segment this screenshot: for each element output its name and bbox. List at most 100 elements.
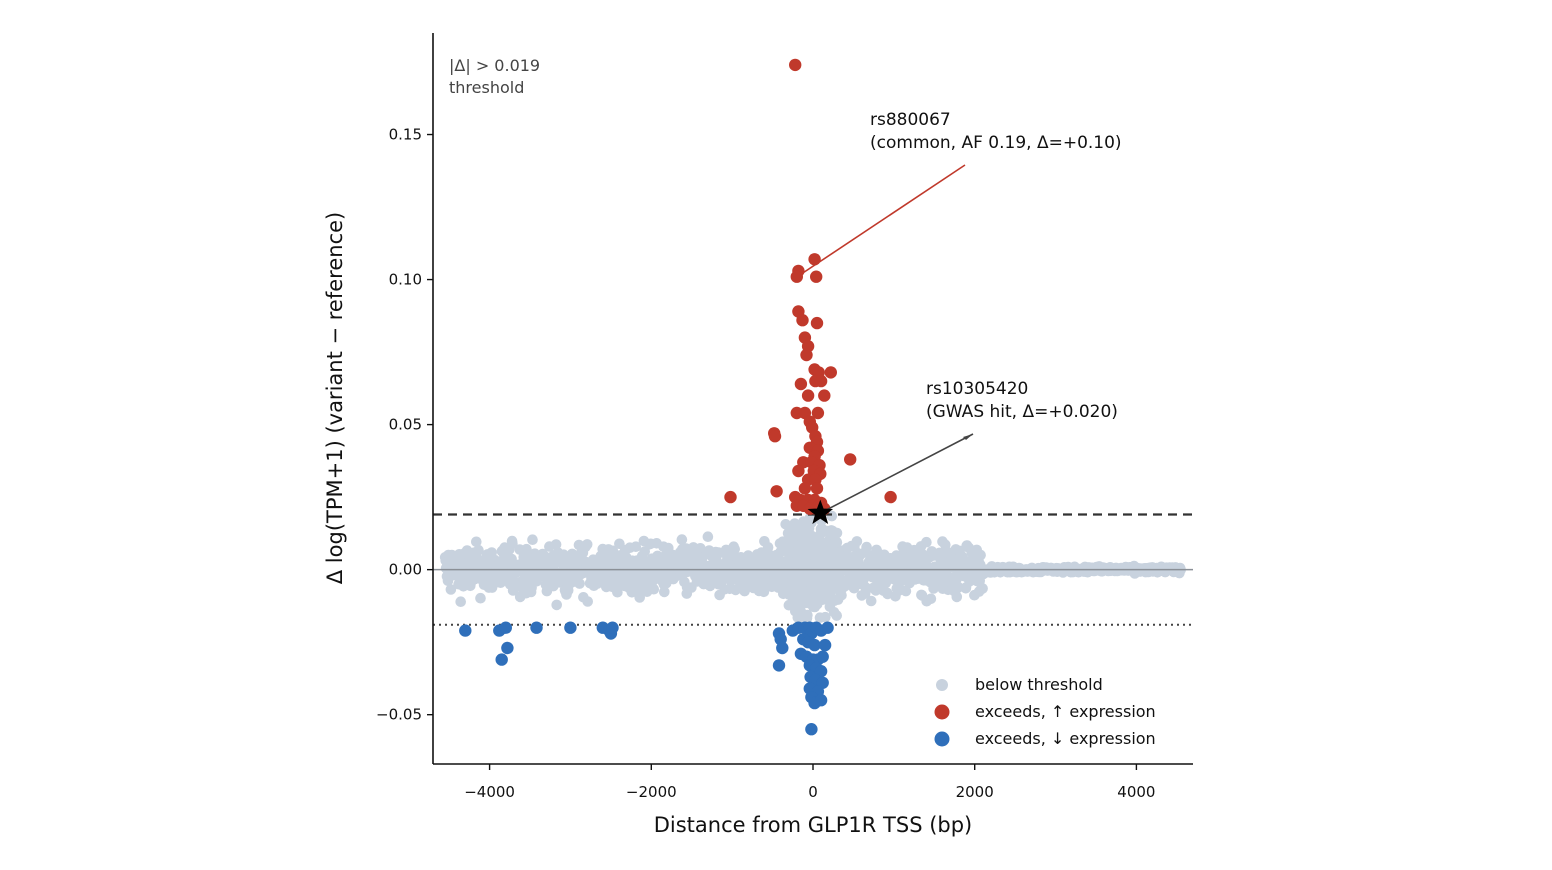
- below-threshold-point: [729, 543, 740, 555]
- below-threshold-point: [831, 527, 843, 539]
- x-tick-label: 4000: [1117, 783, 1155, 801]
- annotations: [801, 164, 974, 524]
- up-expression-point: [884, 490, 897, 504]
- up-expression-point: [724, 490, 737, 504]
- down-expression-point: [606, 621, 619, 634]
- up-expression-point: [790, 270, 803, 283]
- below-threshold-point: [582, 596, 593, 607]
- below-threshold-point: [551, 599, 562, 611]
- below-threshold-point: [758, 586, 770, 598]
- below-threshold-point: [676, 534, 688, 545]
- down-expression-point: [499, 621, 512, 634]
- up-expression-point: [792, 464, 805, 478]
- up-expression-point: [811, 406, 825, 420]
- below-threshold-point: [802, 609, 813, 621]
- x-tick-label: −2000: [626, 783, 677, 801]
- threshold-label-line2: threshold: [449, 78, 524, 97]
- down-expression-point: [821, 621, 834, 634]
- up-expression-point: [801, 389, 815, 402]
- below-threshold-point: [630, 541, 642, 552]
- y-tick-label: 0.15: [389, 126, 422, 144]
- up-expression-point: [814, 374, 828, 388]
- legend-marker-down: [934, 731, 950, 747]
- down-expression-point: [564, 621, 577, 634]
- down-expression-point: [818, 638, 832, 652]
- down-expression-point: [501, 641, 514, 655]
- up-expression-point: [818, 389, 831, 402]
- up-expression-point: [798, 482, 812, 495]
- legend-marker-up: [934, 704, 950, 720]
- up-expression-point: [810, 316, 824, 330]
- below-threshold-point: [702, 531, 714, 542]
- x-tick-label: 0: [808, 783, 818, 801]
- below-threshold-point: [527, 534, 538, 545]
- below-threshold-point: [471, 536, 482, 548]
- up-expression-point: [789, 58, 802, 72]
- below-threshold-point: [977, 583, 988, 594]
- below-threshold-point: [445, 584, 457, 595]
- up-expression-point: [800, 348, 813, 362]
- x-tick-label: 2000: [956, 783, 994, 801]
- down-expression-point: [459, 624, 472, 637]
- down-expression-point: [495, 653, 508, 666]
- below-threshold-point: [820, 611, 831, 623]
- axes: −4000 −2000 0 2000 4000 −0.05 0.00 0.05 0.10 0.15: [376, 33, 1193, 801]
- below-threshold-point: [831, 610, 842, 621]
- below-threshold-point: [550, 539, 562, 550]
- legend-label-up: exceeds, ↑ expression: [975, 702, 1156, 721]
- below-threshold-point: [475, 592, 486, 604]
- annotation-rs10305420-line2: (GWAS hit, Δ=+0.020): [926, 402, 1118, 422]
- below-threshold-point: [851, 536, 863, 547]
- down-expression-point: [805, 723, 818, 736]
- y-tick-label: 0.10: [389, 271, 422, 289]
- annotation-arrow-rs10305420: [819, 433, 974, 514]
- up-expression-point: [844, 453, 857, 466]
- y-tick-label: 0.00: [389, 561, 422, 579]
- up-expression-point: [824, 366, 837, 379]
- x-tick-label: −4000: [464, 783, 515, 801]
- up-expression-point: [796, 314, 809, 327]
- up-expression-point: [770, 485, 783, 498]
- below-threshold-point: [865, 595, 877, 607]
- below-threshold-points: [439, 510, 1186, 624]
- y-axis-title: Δ log(TPM+1) (variant − reference): [323, 212, 347, 584]
- below-threshold-point: [455, 596, 467, 607]
- down-expression-point: [530, 621, 543, 634]
- up-expression-point: [810, 270, 823, 283]
- up-expression-point: [768, 430, 782, 443]
- below-threshold-point: [775, 546, 786, 558]
- below-threshold-point: [648, 583, 660, 595]
- y-tick-label: 0.05: [389, 416, 422, 434]
- gwas-star-marker: [807, 499, 834, 524]
- legend: below threshold exceeds, ↑ expression ex…: [934, 675, 1156, 748]
- below-threshold-point: [659, 586, 670, 598]
- up-expression-point: [808, 253, 821, 266]
- legend-label-below: below threshold: [975, 675, 1103, 694]
- below-threshold-point: [634, 592, 645, 603]
- annotation-rs880067-line2: (common, AF 0.19, Δ=+0.10): [870, 133, 1122, 153]
- up-expression-point: [794, 377, 808, 391]
- annotation-rs880067-line1: rs880067: [870, 110, 951, 130]
- below-threshold-point: [831, 536, 843, 548]
- below-threshold-point: [507, 538, 518, 550]
- below-threshold-point: [925, 593, 937, 605]
- below-threshold-point: [900, 585, 912, 597]
- down-expression-point: [772, 659, 786, 672]
- down-expression-point: [776, 641, 789, 655]
- below-threshold-point: [612, 586, 623, 598]
- annotation-rs10305420-line1: rs10305420: [926, 379, 1028, 399]
- below-threshold-point: [951, 591, 963, 603]
- down-expression-point: [814, 694, 828, 707]
- x-axis-title: Distance from GLP1R TSS (bp): [654, 813, 973, 837]
- legend-label-down: exceeds, ↓ expression: [975, 729, 1156, 748]
- below-threshold-point: [861, 541, 872, 553]
- below-threshold-point: [762, 542, 774, 553]
- down-expression-points: [459, 621, 834, 736]
- annotation-arrow-rs880067: [801, 164, 966, 275]
- y-tick-label: −0.05: [376, 706, 422, 724]
- below-threshold-point: [473, 544, 484, 556]
- down-expression-point: [816, 650, 829, 663]
- below-threshold-point: [581, 539, 593, 550]
- down-expression-point: [808, 638, 821, 652]
